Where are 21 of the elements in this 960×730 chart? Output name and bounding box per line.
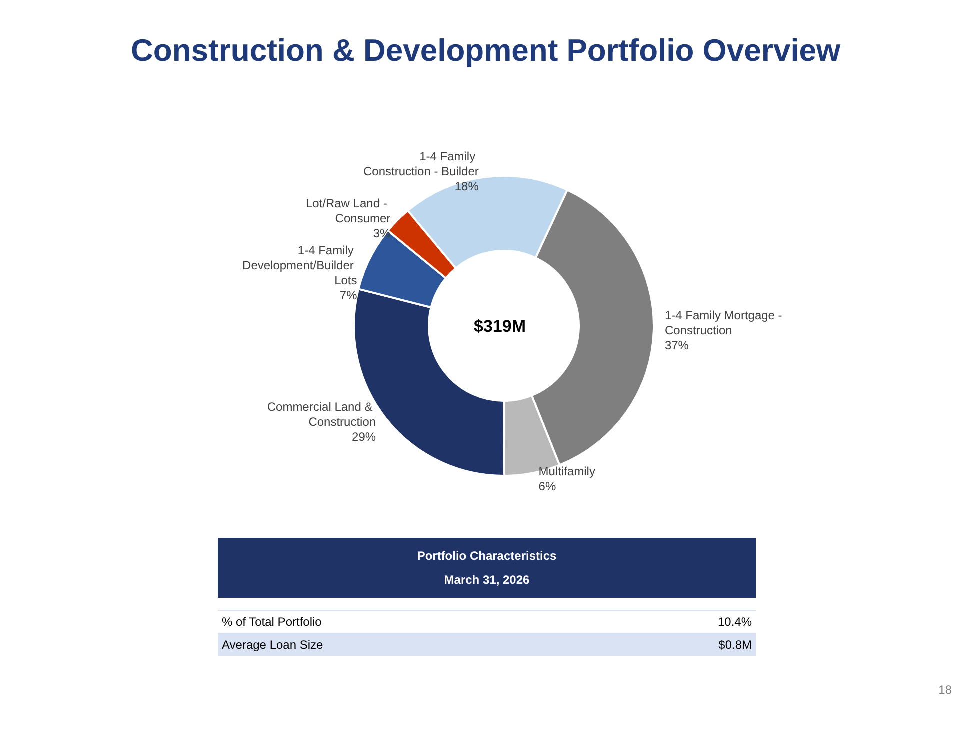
- text: 18: [938, 683, 952, 697]
- data-label: 18%: [454, 179, 480, 194]
- text: Average Loan Size: [222, 638, 324, 652]
- slice-label: 1-4 Family Mortgage - Construction: [664, 308, 786, 338]
- slice-label: Multifamily: [538, 464, 596, 479]
- text: Portfolio Characteristics: [416, 548, 558, 565]
- slice-label: Lot/Raw Land - Consumer: [306, 196, 391, 226]
- slice-label: Commercial Land & Construction: [267, 400, 376, 430]
- data-label: 29%: [352, 430, 376, 444]
- data-label: 6%: [538, 480, 556, 494]
- text: 10.4%: [718, 615, 752, 629]
- data-label: 7%: [340, 288, 358, 302]
- slice-label: 1-4 Family Construction - Builder: [364, 149, 479, 178]
- text: % of Total Portfolio: [222, 615, 322, 629]
- slice-label: 1-4 Family Development/Builder Lots: [242, 243, 358, 288]
- text: $0.8M: [718, 638, 752, 652]
- data-label: 37%: [664, 338, 690, 352]
- text: $319M: [474, 317, 526, 336]
- data-label: 3%: [373, 226, 391, 240]
- chart-title: Construction & Development Portfolio Overview: [131, 33, 842, 68]
- text: March 31, 2026: [443, 572, 531, 589]
